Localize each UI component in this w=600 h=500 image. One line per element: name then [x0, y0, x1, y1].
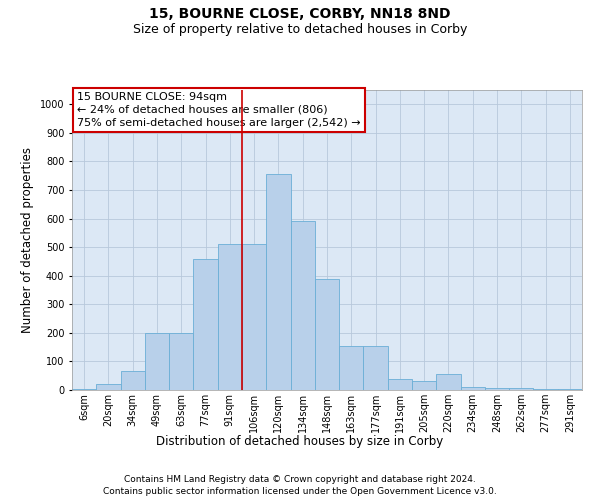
Text: Size of property relative to detached houses in Corby: Size of property relative to detached ho… [133, 22, 467, 36]
Bar [339, 346, 364, 390]
Bar [72, 388, 96, 390]
Text: Contains HM Land Registry data © Crown copyright and database right 2024.: Contains HM Land Registry data © Crown c… [124, 475, 476, 484]
Text: 15 BOURNE CLOSE: 94sqm
← 24% of detached houses are smaller (806)
75% of semi-de: 15 BOURNE CLOSE: 94sqm ← 24% of detached… [77, 92, 361, 128]
Bar [364, 346, 388, 390]
Bar [509, 388, 533, 390]
Text: 15, BOURNE CLOSE, CORBY, NN18 8ND: 15, BOURNE CLOSE, CORBY, NN18 8ND [149, 8, 451, 22]
Bar [533, 388, 558, 390]
Bar [388, 378, 412, 390]
Bar [145, 333, 169, 390]
Bar [436, 374, 461, 390]
Bar [558, 389, 582, 390]
Bar [461, 387, 485, 390]
Bar [121, 372, 145, 390]
Bar [193, 258, 218, 390]
Bar [169, 333, 193, 390]
Bar [242, 244, 266, 390]
Bar [412, 382, 436, 390]
Y-axis label: Number of detached properties: Number of detached properties [22, 147, 34, 333]
Text: Distribution of detached houses by size in Corby: Distribution of detached houses by size … [157, 435, 443, 448]
Bar [485, 388, 509, 390]
Bar [290, 222, 315, 390]
Bar [315, 278, 339, 390]
Bar [96, 384, 121, 390]
Bar [266, 174, 290, 390]
Text: Contains public sector information licensed under the Open Government Licence v3: Contains public sector information licen… [103, 488, 497, 496]
Bar [218, 244, 242, 390]
